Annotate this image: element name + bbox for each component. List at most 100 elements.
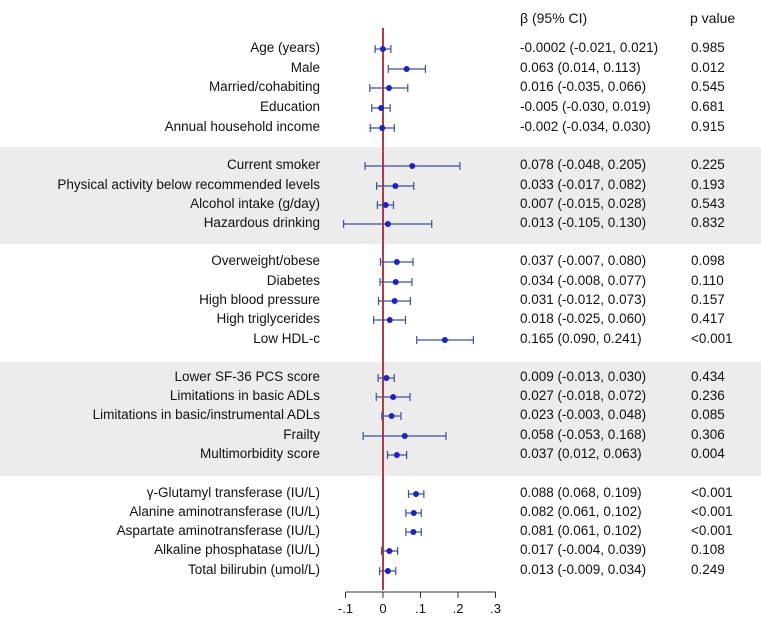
estimate-marks xyxy=(343,45,474,575)
row-label: Low HDL-c xyxy=(253,331,320,346)
point-estimate xyxy=(413,491,419,497)
ci-value: 0.016 (-0.035, 0.066) xyxy=(520,79,647,94)
ci-value: 0.037 (0.012, 0.063) xyxy=(520,446,642,461)
point-estimate xyxy=(386,548,393,554)
ci-column-header: β (95% CI) xyxy=(520,10,588,26)
p-value: 0.098 xyxy=(691,253,725,268)
point-estimate xyxy=(386,317,393,323)
p-value: 0.543 xyxy=(691,196,725,211)
ci-value: 0.027 (-0.018, 0.072) xyxy=(520,388,647,403)
ci-value: 0.009 (-0.013, 0.030) xyxy=(520,369,647,384)
ci-value: 0.063 (0.014, 0.113) xyxy=(520,60,641,75)
p-value: 0.110 xyxy=(691,273,724,288)
row-label: Alkaline phosphatase (IU/L) xyxy=(154,542,320,557)
row-label: Current smoker xyxy=(226,157,320,172)
ci-value: 0.078 (-0.048, 0.205) xyxy=(520,157,647,172)
ci-value: 0.033 (-0.017, 0.082) xyxy=(520,177,647,192)
p-value: 0.545 xyxy=(691,79,725,94)
point-estimate xyxy=(410,510,417,516)
row-label: Physical activity below recommended leve… xyxy=(57,177,320,192)
p-value: 0.832 xyxy=(691,215,725,230)
p-value: 0.193 xyxy=(691,177,725,192)
p-value: 0.249 xyxy=(691,562,725,577)
point-estimate xyxy=(392,183,399,189)
p-value: 0.915 xyxy=(691,119,725,134)
ci-value: -0.0002 (-0.021, 0.021) xyxy=(520,40,659,55)
group-shading xyxy=(0,147,761,476)
point-estimate xyxy=(384,221,391,227)
point-estimate xyxy=(378,105,385,111)
p-value: 0.985 xyxy=(691,40,725,55)
ci-value: 0.165 (0.090, 0.241) xyxy=(520,331,642,346)
ci-value: 0.081 (0.061, 0.102) xyxy=(520,523,642,538)
row-label: Alanine aminotransferase (IU/L) xyxy=(129,504,320,519)
row-label: Multimorbidity score xyxy=(199,446,320,461)
row-label: Total bilirubin (umol/L) xyxy=(187,562,320,577)
p-value: <0.001 xyxy=(691,331,733,346)
row-label: Alcohol intake (g/day) xyxy=(190,196,320,211)
point-estimate xyxy=(410,529,417,535)
p-value: 0.012 xyxy=(691,60,725,75)
ci-value: -0.005 (-0.030, 0.019) xyxy=(520,99,651,114)
p-value: 0.434 xyxy=(691,369,725,384)
row-label: Overweight/obese xyxy=(211,253,320,268)
ci-value: 0.013 (-0.009, 0.034) xyxy=(520,562,647,577)
p-value-column-header: p value xyxy=(690,10,736,26)
point-estimate xyxy=(391,298,398,304)
row-label: Married/cohabiting xyxy=(208,79,320,94)
group-band xyxy=(0,362,761,476)
p-value: 0.417 xyxy=(691,311,725,326)
ci-value: -0.002 (-0.034, 0.030) xyxy=(520,119,651,134)
point-estimate xyxy=(379,46,386,52)
point-estimate xyxy=(409,163,416,169)
p-value: 0.004 xyxy=(691,446,725,461)
p-value: <0.001 xyxy=(691,504,733,519)
point-estimate xyxy=(383,375,390,381)
x-tick-label: .3 xyxy=(490,601,501,616)
p-value: <0.001 xyxy=(691,523,733,538)
row-label: Limitations in basic/instrumental ADLs xyxy=(92,407,320,422)
row-label: High triglycerides xyxy=(216,311,320,326)
ci-value: 0.007 (-0.015, 0.028) xyxy=(520,196,647,211)
p-value: 0.236 xyxy=(691,388,725,403)
x-tick-label: 0 xyxy=(379,601,387,616)
point-estimate xyxy=(390,394,397,400)
row-label: Male xyxy=(290,60,320,75)
x-tick-label: .2 xyxy=(452,601,464,616)
point-estimate xyxy=(392,279,399,285)
row-label: Diabetes xyxy=(266,273,320,288)
ci-value: 0.037 (-0.007, 0.080) xyxy=(520,253,647,268)
point-estimate xyxy=(379,125,386,131)
row-label: Lower SF-36 PCS score xyxy=(174,369,320,384)
ci-value: 0.023 (-0.003, 0.048) xyxy=(520,407,647,422)
ci-value: 0.031 (-0.012, 0.073) xyxy=(520,292,647,307)
row-label: Frailty xyxy=(283,427,320,442)
p-value: 0.108 xyxy=(691,542,725,557)
ci-value: 0.082 (0.061, 0.102) xyxy=(520,504,642,519)
ci-value: 0.017 (-0.004, 0.039) xyxy=(520,542,647,557)
row-label: Education xyxy=(259,99,320,114)
p-value: 0.306 xyxy=(691,427,725,442)
point-estimate xyxy=(384,568,391,574)
ci-value: 0.013 (-0.105, 0.130) xyxy=(520,215,647,230)
row-label: γ-Glutamyl transferase (IU/L) xyxy=(146,485,320,500)
point-estimate xyxy=(393,452,400,458)
p-value: 0.085 xyxy=(691,407,725,422)
point-estimate xyxy=(403,66,410,72)
x-tick-label: .1 xyxy=(415,601,426,616)
row-label: Limitations in basic ADLs xyxy=(169,388,320,403)
p-value: 0.681 xyxy=(691,99,725,114)
x-tick-label: -.1 xyxy=(337,601,354,616)
point-estimate xyxy=(386,85,392,91)
row-label: Age (years) xyxy=(250,40,320,55)
ci-value: 0.058 (-0.053, 0.168) xyxy=(520,427,647,442)
group-band xyxy=(0,147,761,244)
row-label: High blood pressure xyxy=(199,292,320,307)
ci-value: 0.018 (-0.025, 0.060) xyxy=(520,311,647,326)
row-label: Aspartate aminotransferase (IU/L) xyxy=(116,523,320,538)
point-estimate xyxy=(441,337,448,343)
point-estimate xyxy=(388,413,395,419)
point-estimate xyxy=(382,202,389,208)
p-value: 0.225 xyxy=(691,157,725,172)
